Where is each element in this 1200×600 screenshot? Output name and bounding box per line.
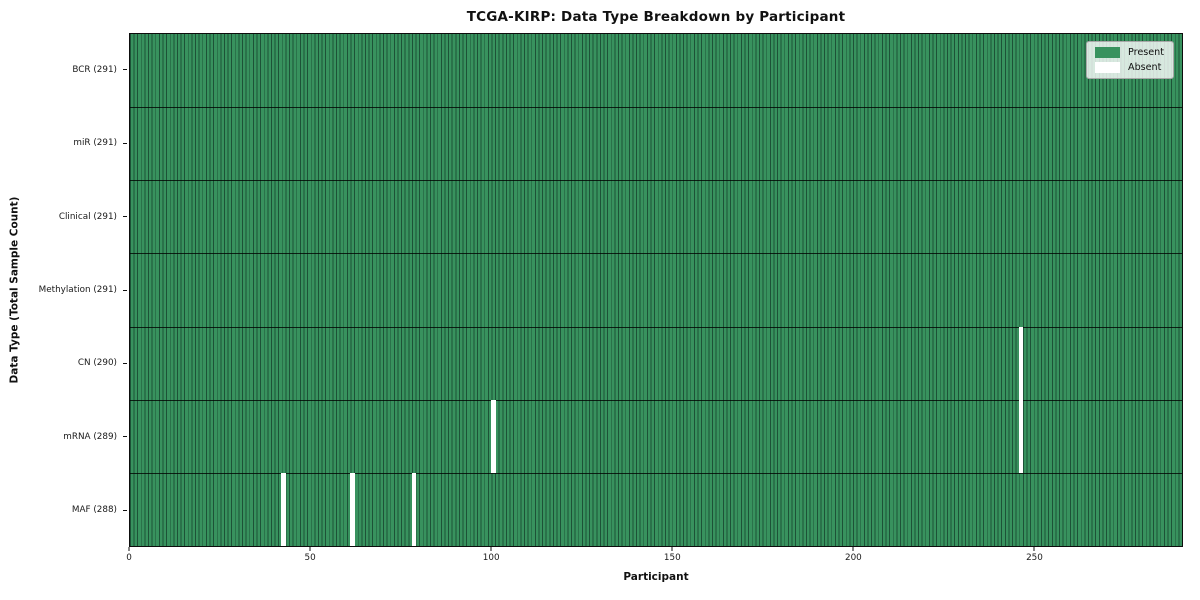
- x-tick-label: 0: [126, 553, 132, 563]
- absent-marker: [1018, 399, 1024, 473]
- heatmap-row-methylation: [130, 253, 1182, 326]
- y-tick-mark: [123, 142, 127, 144]
- absent-marker: [350, 472, 355, 546]
- y-tick-mark: [123, 289, 127, 291]
- x-tick-label: 150: [663, 553, 681, 563]
- chart-title: TCGA-KIRP: Data Type Breakdown by Partic…: [466, 9, 846, 25]
- y-tick-mark: [123, 362, 127, 364]
- x-tick-label: 200: [844, 553, 862, 563]
- heatmap-row-mir: [130, 107, 1182, 180]
- x-axis-label: Participant: [623, 571, 689, 583]
- legend-item-absent: Absent: [1095, 62, 1164, 73]
- y-tick-label: Clinical (291): [58, 211, 117, 222]
- heatmap-row-clinical: [130, 180, 1182, 253]
- x-tick-mark: [128, 547, 130, 551]
- y-tick-label: miR (291): [73, 138, 117, 149]
- absent-swatch: [1095, 62, 1120, 73]
- x-tick-label: 50: [304, 553, 316, 563]
- x-tick-mark: [309, 547, 311, 551]
- heatmap-row-mrna: [130, 399, 1182, 473]
- heatmap-row-cn: [130, 326, 1182, 400]
- x-tick-mark: [852, 547, 854, 551]
- absent-marker: [1018, 326, 1024, 400]
- heatmap-row-bcr: [130, 34, 1182, 107]
- y-tick-label: CN (290): [77, 358, 117, 369]
- absent-marker: [491, 399, 496, 473]
- x-tick-label: 250: [1026, 553, 1043, 563]
- absent-marker: [281, 472, 286, 546]
- x-tick-mark: [490, 547, 492, 551]
- legend-label-absent: Absent: [1128, 62, 1162, 73]
- y-axis: BCR (291) miR (291) Clinical (291) Methylat…: [0, 33, 129, 547]
- y-tick-label: BCR (291): [72, 64, 117, 75]
- y-tick-mark: [123, 69, 127, 71]
- present-swatch: [1095, 47, 1120, 58]
- legend-item-present: Present: [1095, 47, 1164, 58]
- plot-area: [129, 33, 1183, 547]
- absent-marker: [411, 472, 416, 546]
- x-tick-mark: [1033, 547, 1035, 551]
- y-tick-mark: [123, 436, 127, 438]
- x-axis: 0 50 100 150 200 250: [126, 547, 1183, 571]
- heatmap-row-maf: [130, 472, 1182, 546]
- legend: Present Absent: [1086, 41, 1174, 79]
- y-tick-label: Methylation (291): [38, 285, 117, 295]
- legend-label-present: Present: [1128, 47, 1164, 58]
- y-tick-mark: [123, 509, 127, 511]
- y-tick-label: MAF (288): [71, 505, 117, 516]
- x-tick-mark: [671, 547, 673, 551]
- y-tick-mark: [123, 216, 127, 218]
- y-tick-label: mRNA (289): [63, 431, 117, 442]
- x-tick-label: 100: [482, 553, 500, 563]
